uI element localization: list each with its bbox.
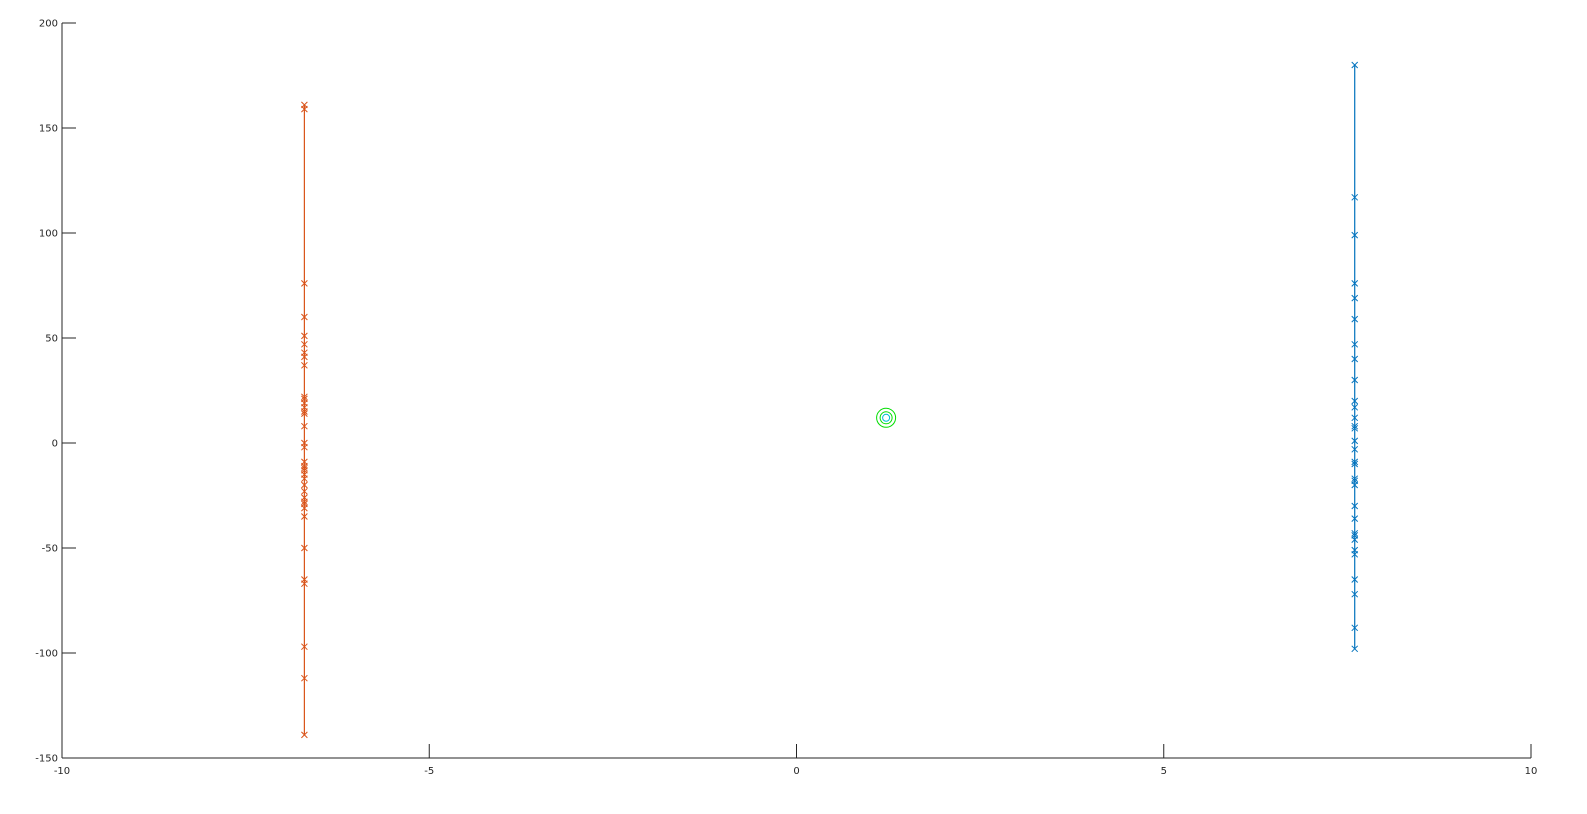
series-2 — [877, 408, 896, 427]
y-tick-label: 200 — [39, 19, 58, 30]
inner-ring — [883, 414, 890, 421]
x-tick-label: -5 — [424, 766, 434, 777]
series-0 — [301, 102, 307, 738]
outer-ring — [877, 408, 896, 427]
series-1 — [1352, 62, 1358, 652]
series-layer — [301, 62, 1357, 738]
x-tick-label: 5 — [1161, 766, 1167, 777]
axes: -150-100-50050100150200-10 -5 0 5 10 — [35, 19, 1537, 778]
y-tick-label: 100 — [39, 229, 58, 240]
x-tick-label: -10 — [54, 766, 70, 777]
y-tick-label: 0 — [52, 439, 58, 450]
y-tick-label: -50 — [42, 544, 58, 555]
x-tick-label: 10 — [1525, 766, 1538, 777]
y-tick-label: 50 — [45, 334, 58, 345]
data-point — [877, 408, 896, 427]
y-tick-label: -150 — [35, 754, 58, 765]
x-tick-label: 0 — [793, 766, 799, 777]
middle-ring — [880, 412, 892, 424]
y-tick-label: -100 — [35, 649, 58, 660]
y-tick-label: 150 — [39, 124, 58, 135]
